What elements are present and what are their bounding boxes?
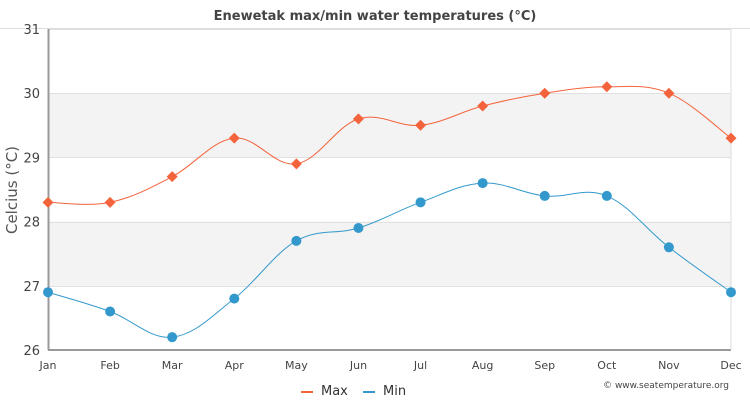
x-tick-label: May bbox=[285, 359, 308, 372]
data-point-min bbox=[167, 332, 178, 343]
data-point-min bbox=[477, 178, 488, 189]
data-point-max bbox=[104, 196, 116, 208]
y-tick-label: 27 bbox=[23, 280, 40, 295]
series-max bbox=[42, 81, 737, 208]
legend-item-min[interactable]: Min bbox=[363, 384, 406, 399]
x-tick-label: Aug bbox=[472, 359, 493, 372]
plot-band bbox=[48, 221, 731, 286]
data-point-min bbox=[105, 306, 116, 317]
data-point-max bbox=[663, 87, 675, 99]
credit-text[interactable]: © www.seatemperature.org bbox=[603, 381, 729, 391]
series-min bbox=[43, 178, 736, 343]
y-tick-label: 30 bbox=[23, 87, 40, 102]
x-tick-label: Nov bbox=[658, 359, 680, 372]
plot-band bbox=[48, 93, 731, 158]
data-point-max bbox=[290, 158, 302, 170]
x-tick-label: Dec bbox=[720, 359, 741, 372]
y-tick-label: 31 bbox=[23, 23, 40, 38]
x-axis-ticks: Jan Feb Mar Apr May Jun Jul Aug Sep Oct Nov Dec bbox=[39, 359, 742, 372]
data-point-max bbox=[415, 119, 427, 131]
data-point-min bbox=[229, 293, 240, 304]
y-tick-label: 26 bbox=[23, 344, 40, 359]
y-axis-label: Celcius (°C) bbox=[3, 146, 21, 234]
x-tick-label: Jun bbox=[349, 359, 367, 372]
legend-max-label: Max bbox=[321, 384, 348, 399]
data-point-min bbox=[601, 190, 612, 201]
x-tick-label: Feb bbox=[100, 359, 119, 372]
plot-bands bbox=[48, 93, 731, 286]
data-point-max bbox=[725, 132, 737, 144]
legend-min-label: Min bbox=[383, 384, 406, 399]
data-point-max bbox=[42, 196, 54, 208]
x-tick-label: Jul bbox=[413, 359, 427, 372]
series-group bbox=[42, 81, 737, 343]
data-point-min bbox=[663, 242, 674, 253]
legend-item-max[interactable]: Max bbox=[301, 384, 348, 399]
data-point-max bbox=[539, 87, 551, 99]
data-point-max bbox=[601, 81, 613, 93]
data-point-max bbox=[477, 100, 489, 112]
data-point-max bbox=[228, 132, 240, 144]
y-tick-label: 29 bbox=[23, 151, 40, 166]
x-tick-label: Sep bbox=[534, 359, 555, 372]
x-tick-label: Apr bbox=[225, 359, 245, 372]
data-point-min bbox=[415, 197, 426, 208]
gridlines bbox=[48, 29, 731, 351]
legend: Max Min bbox=[301, 384, 406, 399]
data-point-min bbox=[353, 223, 364, 234]
y-axis-ticks: 26 27 28 29 30 31 bbox=[23, 23, 40, 359]
data-point-max bbox=[166, 171, 178, 183]
x-tick-label: Oct bbox=[597, 359, 617, 372]
data-point-min bbox=[291, 235, 302, 246]
data-point-min bbox=[43, 287, 53, 298]
y-tick-label: 28 bbox=[23, 216, 40, 231]
data-point-max bbox=[352, 113, 364, 125]
data-point-min bbox=[726, 287, 736, 298]
data-point-min bbox=[539, 190, 550, 201]
chart-title: Enewetak max/min water temperatures (°C) bbox=[214, 9, 537, 24]
x-tick-label: Mar bbox=[162, 359, 183, 372]
x-tick-label: Jan bbox=[39, 359, 57, 372]
